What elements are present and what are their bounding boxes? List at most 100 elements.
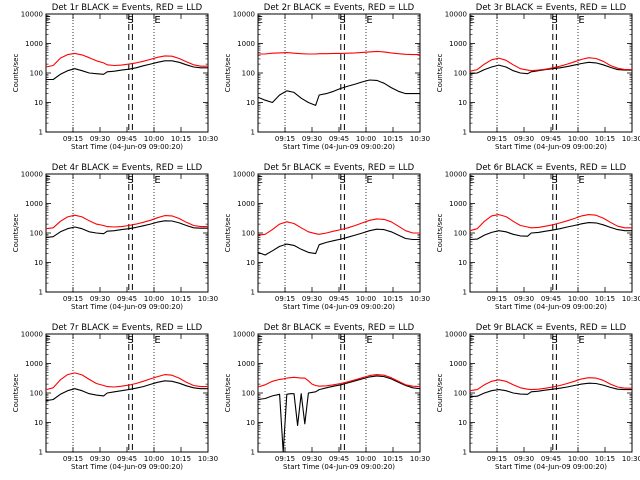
plot-frame — [257, 13, 421, 133]
time-marker-label: E — [154, 175, 160, 186]
x-tick-label: 10:15 — [595, 295, 615, 303]
x-tick-label: 09:45 — [117, 455, 137, 463]
x-tick-label: 09:30 — [514, 295, 534, 303]
panel-title: Det 5r BLACK = Events, RED = LLD — [264, 163, 415, 173]
x-tick-label: 09:30 — [302, 455, 322, 463]
series-line-events — [45, 380, 208, 402]
x-axis-label: Start Time (04-Jun-09 09:00:20) — [283, 303, 395, 311]
x-tick-label: 09:45 — [117, 295, 137, 303]
y-tick-label: 10000 — [21, 171, 43, 179]
time-marker-label: E — [257, 335, 263, 346]
x-tick-label: 09:30 — [90, 295, 110, 303]
plot-frame — [469, 333, 633, 453]
y-tick-label: 100 — [30, 70, 43, 78]
detector-panel: Det 1r BLACK = Events, RED = LLD 1 10 100 10… — [12, 3, 218, 151]
y-tick-label: 1000 — [449, 200, 467, 208]
time-marker-label: E — [154, 15, 160, 26]
x-tick-label: 10:30 — [622, 135, 640, 143]
y-tick-label: 1 — [251, 129, 255, 137]
time-marker-label: S — [551, 335, 557, 346]
time-marker-label: E — [469, 335, 475, 346]
plot-frame — [45, 333, 209, 453]
plot-frame — [45, 173, 209, 293]
x-tick-label: 09:30 — [514, 455, 534, 463]
x-tick-label: 10:00 — [144, 455, 164, 463]
x-tick-label: 09:15 — [275, 135, 295, 143]
detector-panel: Det 4r BLACK = Events, RED = LLD 1 10 100 10… — [12, 163, 218, 311]
y-tick-label: 100 — [242, 230, 255, 238]
series-line-events — [257, 79, 420, 106]
series-line-lld — [257, 218, 420, 236]
time-marker-label: S — [551, 175, 557, 186]
x-tick-label: 09:15 — [487, 295, 507, 303]
detector-panel: Det 8r BLACK = Events, RED = LLD 1 10 100 10… — [224, 323, 430, 471]
x-axis-label: Start Time (04-Jun-09 09:00:20) — [283, 143, 395, 151]
series-line-events — [257, 228, 420, 256]
x-tick-label: 10:15 — [383, 135, 403, 143]
time-marker-label: E — [578, 335, 584, 346]
y-axis-label: Counts/sec — [224, 54, 232, 93]
y-tick-label: 100 — [454, 70, 467, 78]
y-tick-label: 100 — [454, 390, 467, 398]
x-axis-label: Start Time (04-Jun-09 09:00:20) — [495, 303, 607, 311]
time-marker-label: E — [257, 15, 263, 26]
y-tick-label: 10 — [34, 259, 43, 267]
detector-panel: Det 6r BLACK = Events, RED = LLD 1 10 100 10… — [436, 163, 640, 311]
y-tick-label: 1 — [463, 129, 467, 137]
y-tick-label: 10 — [246, 419, 255, 427]
y-axis-label: Counts/sec — [12, 214, 20, 253]
x-tick-label: 10:30 — [198, 295, 218, 303]
x-tick-label: 10:00 — [144, 295, 164, 303]
x-tick-label: 10:30 — [622, 295, 640, 303]
x-tick-label: 10:00 — [568, 455, 588, 463]
x-tick-label: 09:45 — [541, 455, 561, 463]
y-tick-label: 1 — [463, 449, 467, 457]
x-tick-label: 09:45 — [329, 455, 349, 463]
y-tick-label: 100 — [30, 230, 43, 238]
x-tick-label: 10:30 — [198, 135, 218, 143]
time-marker-label: E — [469, 15, 475, 26]
y-tick-label: 10000 — [21, 331, 43, 339]
detector-panel: Det 9r BLACK = Events, RED = LLD 1 10 100 10… — [436, 323, 640, 471]
y-tick-label: 1 — [39, 289, 43, 297]
plot-frame — [469, 13, 633, 133]
time-marker-label: E — [578, 175, 584, 186]
y-tick-label: 10000 — [445, 331, 467, 339]
y-tick-label: 10 — [246, 259, 255, 267]
y-tick-label: 1 — [39, 449, 43, 457]
series-line-lld — [45, 214, 208, 230]
time-marker-label: S — [127, 335, 133, 346]
x-tick-label: 10:00 — [144, 135, 164, 143]
time-marker-label: E — [45, 15, 51, 26]
series-line-lld — [469, 214, 632, 232]
x-tick-label: 09:30 — [302, 135, 322, 143]
y-axis-label: Counts/sec — [12, 54, 20, 93]
y-axis-label: Counts/sec — [436, 214, 444, 253]
x-axis-label: Start Time (04-Jun-09 09:00:20) — [71, 463, 183, 471]
x-tick-label: 10:15 — [595, 455, 615, 463]
y-axis-label: Counts/sec — [12, 374, 20, 413]
time-marker-label: S — [339, 175, 345, 186]
time-marker-label: E — [45, 335, 51, 346]
series-line-lld — [257, 374, 421, 388]
x-tick-label: 10:00 — [356, 295, 376, 303]
time-marker-label: E — [257, 175, 263, 186]
y-tick-label: 10 — [458, 419, 467, 427]
y-tick-label: 1 — [251, 449, 255, 457]
y-tick-label: 1000 — [237, 360, 255, 368]
y-tick-label: 1000 — [449, 40, 467, 48]
panel-title: Det 1r BLACK = Events, RED = LLD — [52, 3, 203, 13]
x-tick-label: 10:30 — [198, 455, 218, 463]
y-tick-label: 10 — [246, 99, 255, 107]
y-tick-label: 100 — [242, 390, 255, 398]
x-tick-label: 09:30 — [302, 295, 322, 303]
plot-frame — [45, 13, 209, 133]
x-tick-label: 10:30 — [410, 455, 430, 463]
panel-title: Det 9r BLACK = Events, RED = LLD — [476, 323, 627, 333]
panel-title: Det 3r BLACK = Events, RED = LLD — [476, 3, 627, 13]
x-tick-label: 09:45 — [541, 135, 561, 143]
y-tick-label: 10 — [458, 259, 467, 267]
detector-panel: Det 2r BLACK = Events, RED = LLD 1 10 100 10… — [224, 3, 430, 151]
x-axis-label: Start Time (04-Jun-09 09:00:20) — [71, 303, 183, 311]
